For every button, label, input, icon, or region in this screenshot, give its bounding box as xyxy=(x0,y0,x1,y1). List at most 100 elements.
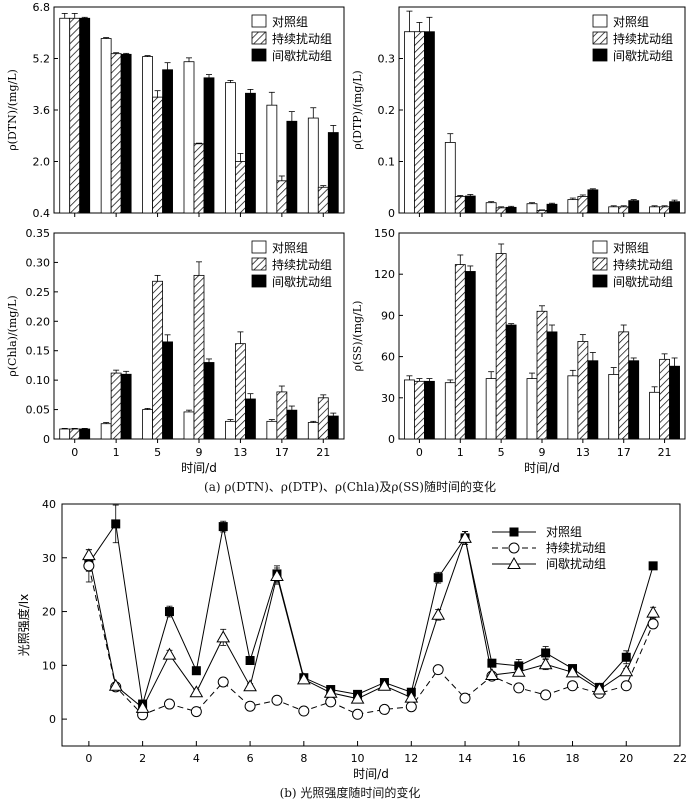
legend-swatch xyxy=(251,257,267,271)
x-tick-label: 9 xyxy=(196,446,203,459)
data-point xyxy=(459,692,471,704)
legend-label: 持续扰动组 xyxy=(272,257,332,272)
legend-label: 对照组 xyxy=(272,15,308,29)
chart-light-intensity: 0 2 4 6 8 10 12 14 16 18 20 22 0 10 20 30 40 光照强度/lx 时间/d 对… xyxy=(16,498,687,781)
data-point xyxy=(540,689,552,701)
legend-label: 对照组 xyxy=(272,241,308,255)
bar xyxy=(69,17,81,214)
y-axis-label: 光照强度/lx xyxy=(16,594,31,656)
bar xyxy=(142,56,153,214)
y-tick-label: 120 xyxy=(374,268,395,281)
series-line xyxy=(88,522,654,705)
y-tick-label: 0.3 xyxy=(378,53,396,66)
bar xyxy=(608,374,620,440)
legend-swatch xyxy=(251,240,267,254)
x-tick-label: 4 xyxy=(193,752,200,765)
y-tick-label: 0.25 xyxy=(26,286,51,299)
bar xyxy=(526,378,538,440)
x-tick-label: 0 xyxy=(71,446,78,459)
bar xyxy=(183,411,195,440)
bar xyxy=(495,207,507,214)
data-point xyxy=(298,705,310,717)
legend-label: 间歇扰动组 xyxy=(546,557,606,571)
x-tick-label: 10 xyxy=(351,752,365,765)
bar xyxy=(110,53,122,214)
bar xyxy=(404,31,415,214)
legend-swatch xyxy=(592,240,608,254)
y-tick-label: 0 xyxy=(43,433,50,446)
y-tick-label: 40 xyxy=(42,498,56,511)
data-point xyxy=(190,706,202,718)
bar xyxy=(567,199,579,214)
bar xyxy=(464,271,476,440)
series-line xyxy=(88,565,654,716)
data-point xyxy=(111,519,121,529)
bar xyxy=(587,189,599,214)
bar xyxy=(669,201,680,214)
x-tick-label: 9 xyxy=(539,446,546,459)
x-tick-label: 5 xyxy=(498,446,505,459)
y-tick-label: 0.2 xyxy=(378,104,396,117)
y-tick-label: 0 xyxy=(49,713,56,726)
y-tick-label: 0.4 xyxy=(33,207,51,220)
bar xyxy=(444,142,456,214)
legend-swatch xyxy=(592,257,608,271)
y-tick-label: 0 xyxy=(388,207,395,220)
data-point xyxy=(538,657,553,670)
legend-label: 间歇扰动组 xyxy=(272,275,332,289)
data-point xyxy=(245,655,255,665)
data-point xyxy=(325,696,337,708)
bar xyxy=(404,379,415,440)
bar xyxy=(577,196,589,214)
data-point xyxy=(270,569,284,582)
bar xyxy=(193,143,205,214)
data-point xyxy=(432,664,444,676)
legend-label: 间歇扰动组 xyxy=(613,49,673,63)
x-axis-label: 时间/d xyxy=(353,767,389,781)
caption-a: (a) ρ(DTN)、ρ(DTP)、ρ(Chla)及ρ(SS)随时间的变化 xyxy=(204,480,496,494)
data-point xyxy=(377,678,392,691)
legend-swatch xyxy=(592,48,608,62)
series-line xyxy=(88,535,654,709)
data-point xyxy=(218,522,228,532)
bar xyxy=(567,375,579,440)
bar xyxy=(649,391,660,440)
legend-label: 对照组 xyxy=(546,525,582,539)
legend-label: 持续扰动组 xyxy=(546,540,606,555)
data-point xyxy=(648,561,658,571)
data-point xyxy=(216,630,231,643)
data-point xyxy=(646,605,660,618)
y-axis-label: ρ(SS)/(mg/L) xyxy=(351,301,364,372)
bar xyxy=(526,203,538,214)
legend-swatch xyxy=(251,14,267,28)
bar xyxy=(59,17,71,214)
x-tick-label: 0 xyxy=(416,446,423,459)
x-tick-label: 17 xyxy=(617,446,631,459)
bar xyxy=(162,69,173,214)
x-axis-label: 时间/d xyxy=(524,461,560,475)
data-point xyxy=(350,691,365,704)
bar xyxy=(142,409,153,440)
y-tick-label: 6.8 xyxy=(33,1,51,14)
bar xyxy=(307,422,319,440)
x-tick-label: 8 xyxy=(300,752,307,765)
plot-frame xyxy=(61,503,681,747)
data-point xyxy=(352,708,364,720)
y-tick-label: 0.05 xyxy=(26,404,51,417)
y-tick-label: 150 xyxy=(374,227,395,240)
data-point xyxy=(108,678,123,691)
bar xyxy=(79,428,91,440)
x-tick-label: 13 xyxy=(233,446,247,459)
data-point xyxy=(164,607,174,617)
bar xyxy=(546,331,558,440)
bar xyxy=(317,397,329,440)
data-point xyxy=(271,694,283,706)
bar xyxy=(485,378,497,440)
bar xyxy=(69,428,81,440)
bar xyxy=(317,186,329,214)
bar xyxy=(608,206,620,214)
y-tick-label: 90 xyxy=(381,309,395,322)
bar xyxy=(110,372,122,440)
bar xyxy=(235,343,246,440)
